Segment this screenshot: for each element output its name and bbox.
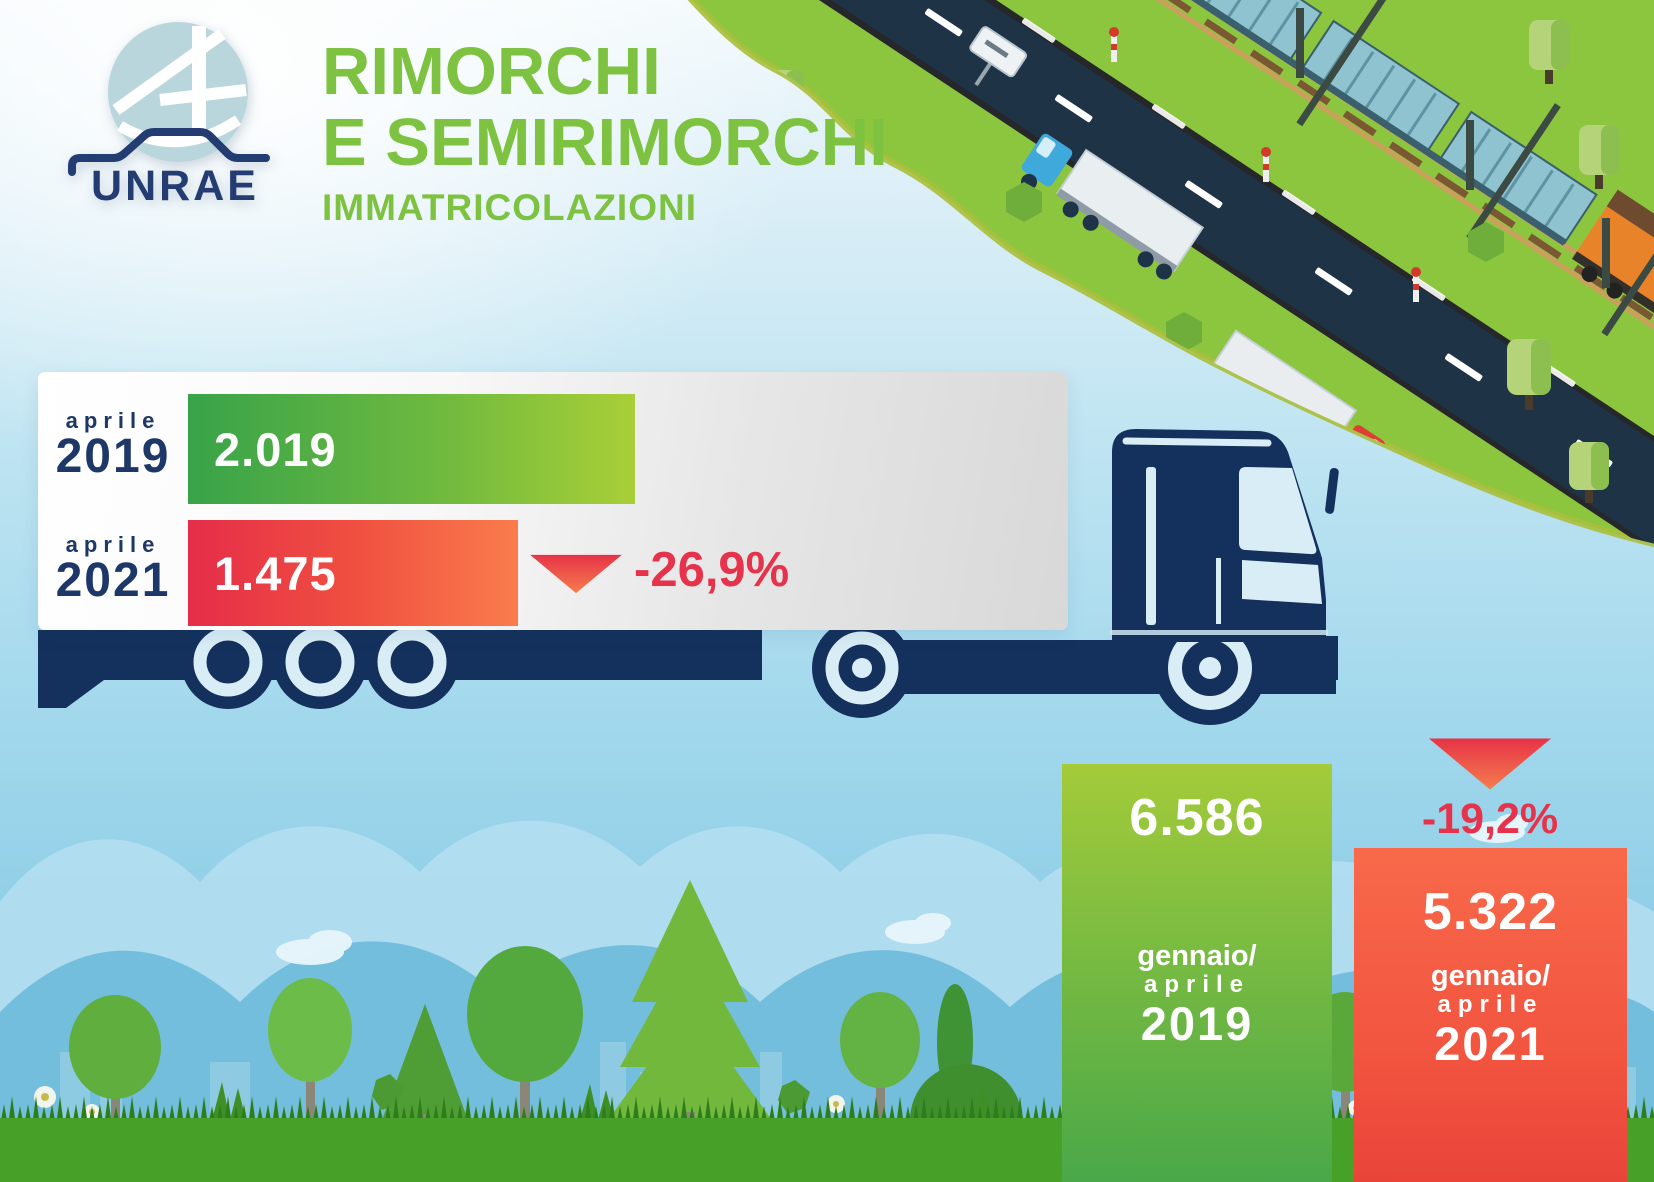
title-line-1: RIMORCHI (322, 34, 661, 109)
cloud (276, 814, 1528, 965)
decline-arrow-icon (1428, 738, 1552, 790)
road-sign (969, 26, 1028, 87)
monthly-value-2021: 1.475 (214, 546, 337, 600)
ytd-label-2021-year: 2021 (1434, 1017, 1547, 1071)
car-outline-icon (68, 128, 270, 176)
ytd-bar-2021: 5.322 gennaio/ aprile 2021 (1354, 848, 1627, 1182)
tractor-chassis (820, 640, 1336, 694)
unrae-logo: UNRAE (50, 14, 300, 230)
monthly-row-2-label: aprile 2021 (38, 532, 188, 604)
cab-chassis-seam (1110, 630, 1328, 635)
ytd-label-2021-line2: aprile (1437, 991, 1544, 1019)
trailer-chassis (38, 630, 762, 680)
info-board (1513, 515, 1583, 545)
monthly-row-2-year: 2021 (55, 554, 171, 607)
monthly-row-2-month: aprile (65, 532, 161, 557)
ytd-label-2019-line1: gennaio/ (1137, 940, 1257, 972)
rail-signals (1109, 27, 1421, 302)
catenary-masts (1296, 0, 1654, 337)
ytd-label-2021: gennaio/ aprile 2021 (1354, 960, 1627, 1069)
title-line-2: E SEMIRIMORCHI (322, 105, 888, 181)
monthly-value-2019: 2.019 (214, 422, 337, 476)
blue-truck (1021, 133, 1205, 280)
globe-icon (108, 22, 248, 162)
locomotive (1572, 189, 1654, 357)
ytd-bar-2019: 6.586 gennaio/ aprile 2019 (1062, 764, 1332, 1182)
top-right-illustration (687, 0, 1654, 548)
ytd-value-2019: 6.586 (1129, 789, 1265, 847)
unrae-logo-graphic (68, 22, 270, 176)
logo-wordmark: UNRAE (91, 162, 259, 210)
monthly-row-1-month: aprile (65, 408, 161, 433)
monthly-row-1-label: aprile 2019 (38, 408, 188, 480)
ytd-change-pct: -19,2% (1421, 794, 1559, 843)
monthly-bar-2021: 1.475 (188, 520, 518, 626)
trailer-chassis-tail (38, 680, 104, 708)
ytd-label-2019-year: 2019 (1140, 997, 1254, 1051)
page-title: RIMORCHI E SEMIRIMORCHI IMMATRICOLAZIONI (322, 36, 888, 227)
ytd-label-2019-line2: aprile (1143, 971, 1251, 999)
train (1162, 0, 1654, 357)
title-subtitle: IMMATRICOLAZIONI (322, 187, 697, 229)
ytd-label-2021-line1: gennaio/ (1430, 960, 1551, 992)
decline-arrow-icon (530, 554, 622, 594)
monthly-bar-2019: 2.019 (188, 394, 635, 504)
ytd-label-2019: gennaio/ aprile 2019 (1062, 940, 1332, 1049)
monthly-change-pct: -26,9% (634, 543, 790, 597)
monthly-row-1-year: 2019 (55, 430, 171, 483)
green-land-rim (687, 0, 1654, 548)
ytd-value-2021: 5.322 (1422, 883, 1559, 941)
